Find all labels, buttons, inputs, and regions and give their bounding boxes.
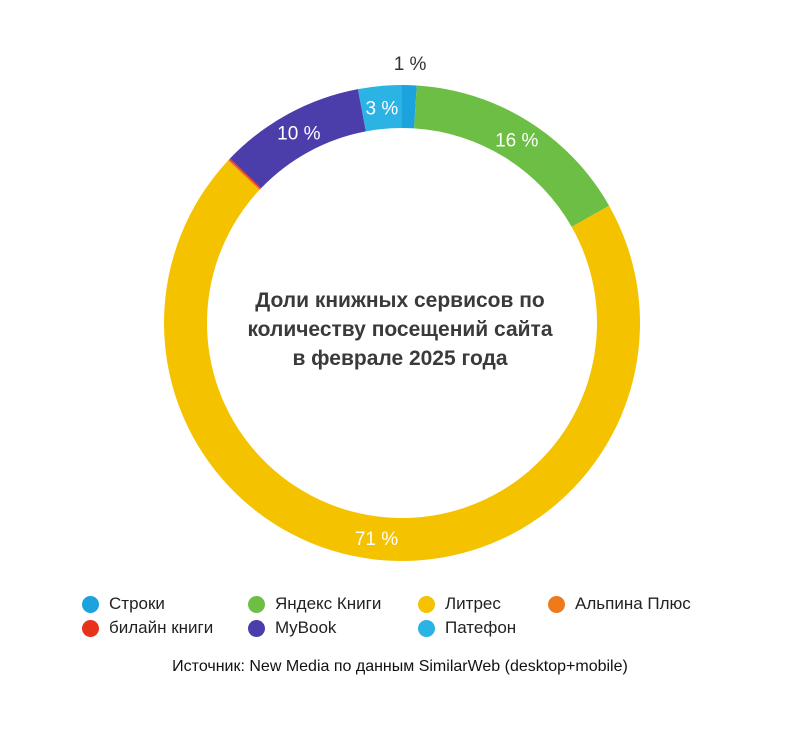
legend-item-mybook: MyBook [248,618,336,638]
legend-item-alpina-plus: Альпина Плюс [548,594,691,614]
slice-0 [402,85,417,129]
donut-labels: 1 % 16 % 71 % 10 % 3 % [277,54,538,550]
legend-label: Патефон [445,618,517,637]
legend-color-dot [248,619,265,637]
slice-2 [163,160,640,562]
legend-item-litres: Литрес [418,594,501,614]
legend-label: Литрес [445,594,501,613]
slice-5 [230,89,366,189]
legend-item-yandex-knigi: Яндекс Книги [248,594,381,614]
source-note: Источник: New Media по данным SimilarWeb… [172,658,628,675]
donut-slices [163,85,640,562]
legend-item-stroki: Строки [82,594,165,614]
slice-3 [228,159,261,190]
slice-label-6: 3 % [365,98,398,119]
slice-label-0: 1 % [394,54,427,75]
legend-label: Яндекс Книги [275,594,382,613]
legend-color-dot [418,619,435,637]
legend-color-dot [548,595,565,613]
chart-title: Доли книжных сервисов по количеству посе… [220,286,580,373]
legend-color-dot [82,595,99,613]
legend-label: Альпина Плюс [575,594,691,613]
slice-label-2: 71 % [355,529,398,550]
legend-label: Строки [109,594,165,613]
chart-legend: Строки Яндекс Книги Литрес Альпина Плюс … [82,594,762,644]
legend-color-dot [82,619,99,637]
slice-6 [357,85,402,132]
slice-1 [414,85,610,227]
slice-label-1: 16 % [495,130,538,151]
legend-label: MyBook [275,618,337,637]
legend-label: билайн книги [109,618,214,637]
legend-color-dot [418,595,435,613]
chart-title-line-1: Доли книжных сервисов по [255,289,545,312]
legend-color-dot [248,595,265,613]
legend-item-patefon: Патефон [418,618,516,638]
chart-title-line-3: в феврале 2025 года [292,347,508,370]
slice-4 [229,158,262,190]
legend-item-beeline-knigi: билайн книги [82,618,213,638]
chart-title-line-2: количеству посещений сайта [247,318,553,341]
slice-label-5: 10 % [277,124,320,145]
